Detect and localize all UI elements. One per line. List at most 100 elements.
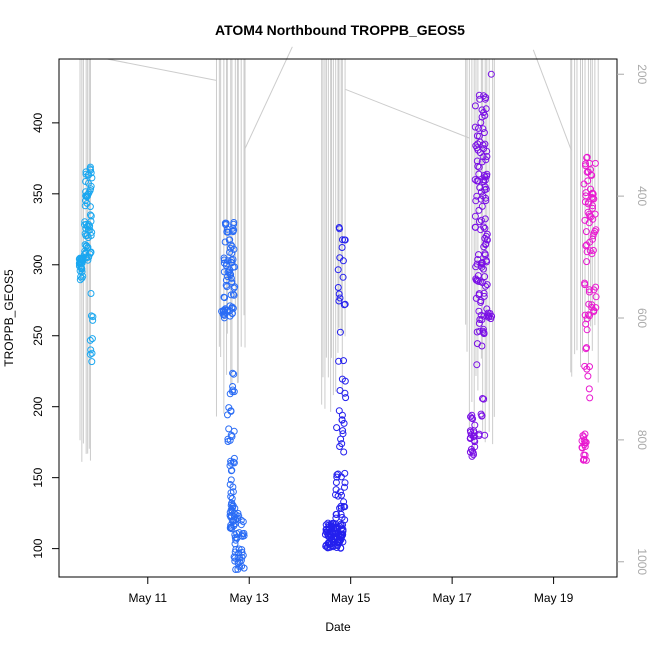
data-point <box>228 499 236 507</box>
data-point <box>586 312 593 320</box>
y-tick-label: 100 <box>31 538 45 558</box>
data-point <box>89 316 97 324</box>
y-tick-label: 400 <box>31 113 45 133</box>
data-points <box>75 70 600 573</box>
data-point <box>341 469 349 477</box>
data-point <box>341 236 349 244</box>
data-point <box>471 438 479 446</box>
data-point <box>477 298 485 306</box>
data-point <box>340 448 348 456</box>
data-point <box>227 244 234 252</box>
data-point <box>342 394 350 402</box>
data-point <box>583 344 590 352</box>
data-point <box>223 260 231 268</box>
data-point <box>339 530 347 538</box>
data-point <box>581 311 589 319</box>
data-point <box>87 248 95 256</box>
data-point <box>471 421 479 429</box>
data-point <box>82 188 90 196</box>
data-point <box>468 452 476 460</box>
data-point <box>229 458 237 466</box>
data-point <box>334 266 342 274</box>
data-point <box>475 124 482 132</box>
background-line-segment <box>532 49 572 151</box>
data-point <box>226 524 234 532</box>
right-pressure-axis: 200 400 600 800 1000 <box>617 64 649 575</box>
y-tick-label: 150 <box>31 467 45 487</box>
data-point <box>227 274 235 282</box>
data-point <box>88 349 96 357</box>
data-point <box>591 159 599 167</box>
data-point <box>228 242 236 250</box>
data-point <box>587 185 594 193</box>
data-point <box>223 283 231 291</box>
data-point <box>335 290 343 298</box>
data-point <box>239 518 247 526</box>
data-point <box>468 411 476 419</box>
data-point <box>480 176 488 184</box>
data-point <box>86 163 94 171</box>
data-point <box>77 265 85 272</box>
data-point <box>88 335 96 343</box>
data-point <box>473 157 481 165</box>
data-point <box>227 476 235 484</box>
data-point <box>583 153 591 161</box>
data-point <box>337 522 345 530</box>
data-point <box>475 251 482 259</box>
data-point <box>579 432 587 440</box>
data-point <box>82 253 90 261</box>
data-point <box>335 357 343 365</box>
data-point <box>87 290 95 297</box>
data-point <box>221 238 229 246</box>
background-line-segment <box>107 58 217 81</box>
data-point <box>476 316 484 323</box>
data-point <box>479 153 487 161</box>
data-point <box>473 361 481 369</box>
data-point <box>581 362 589 370</box>
data-point <box>470 451 477 459</box>
data-point <box>478 202 486 210</box>
data-point <box>475 218 483 226</box>
data-point <box>480 330 488 338</box>
data-point <box>482 94 490 101</box>
data-point <box>483 153 491 160</box>
x-tick-label: May 11 <box>129 591 168 605</box>
data-point <box>481 112 489 119</box>
y-tick-label: 350 <box>31 183 45 203</box>
data-point <box>229 383 237 390</box>
data-point <box>231 520 239 528</box>
data-point <box>339 427 347 435</box>
data-point <box>341 377 349 385</box>
data-point <box>225 268 233 276</box>
data-point <box>326 543 334 551</box>
data-point <box>335 297 343 305</box>
data-point <box>226 390 234 398</box>
data-point <box>230 284 238 292</box>
data-point <box>475 291 483 299</box>
data-point <box>482 282 489 290</box>
data-point <box>483 258 491 266</box>
data-point <box>582 438 590 446</box>
data-point <box>86 336 94 344</box>
data-point <box>591 228 599 235</box>
data-point <box>581 451 589 459</box>
data-point <box>468 414 476 422</box>
data-point <box>236 563 243 571</box>
data-point <box>586 159 594 167</box>
data-point <box>474 162 482 170</box>
data-point <box>584 168 592 176</box>
data-point <box>581 281 589 289</box>
data-point <box>475 91 483 99</box>
data-point <box>589 215 597 223</box>
data-point <box>230 553 238 561</box>
data-point <box>82 220 90 228</box>
data-point <box>341 479 349 487</box>
data-point <box>482 194 490 202</box>
data-point <box>480 129 488 137</box>
data-point <box>224 411 231 419</box>
data-point <box>585 311 592 319</box>
x-tick-label: May 19 <box>534 591 574 605</box>
data-point <box>478 158 486 166</box>
data-point <box>483 230 491 238</box>
data-point <box>589 246 597 254</box>
